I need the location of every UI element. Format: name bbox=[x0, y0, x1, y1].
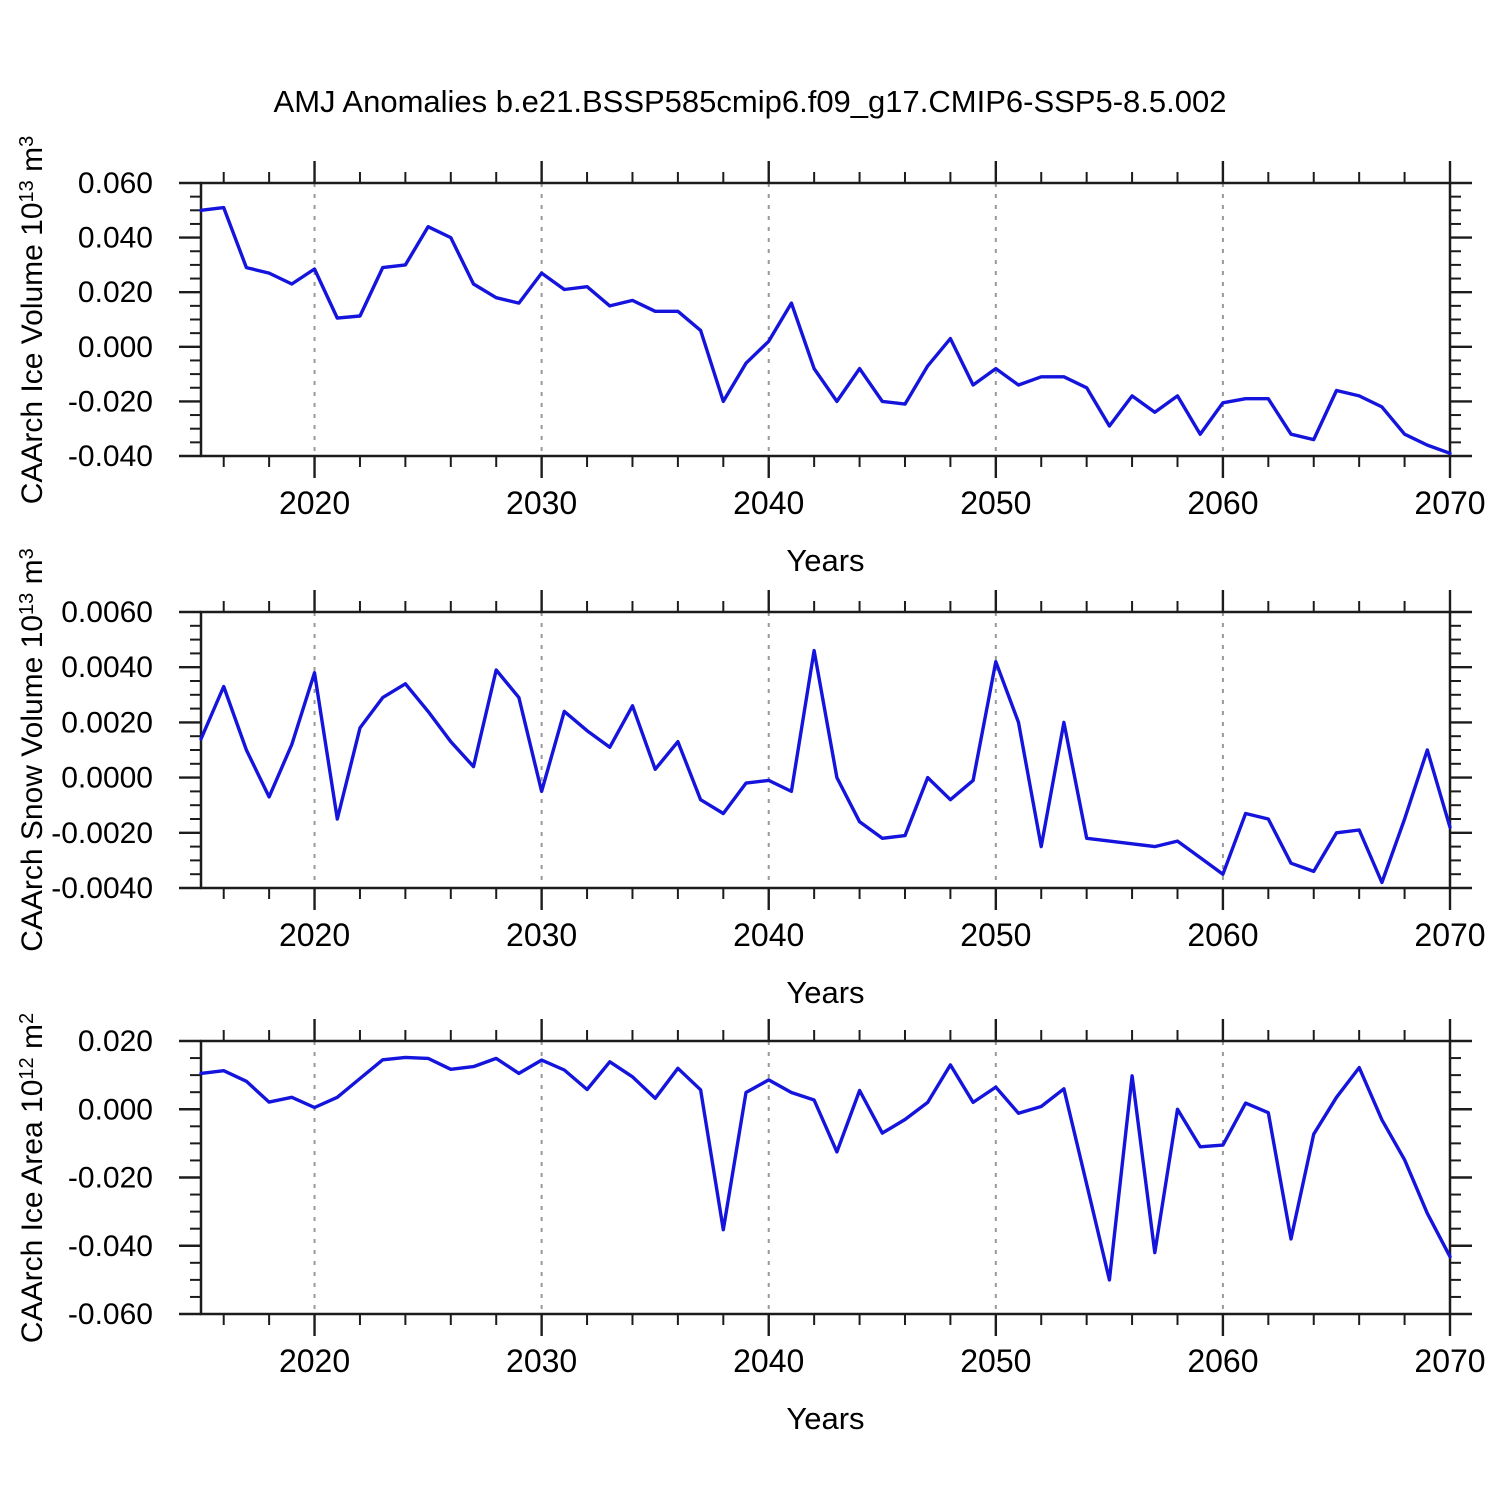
chart-line-ice-area bbox=[199, 1055, 1452, 1282]
ylabel-text: m bbox=[16, 1024, 49, 1058]
x-tick-label: 2020 bbox=[279, 485, 350, 521]
chart-line-ice-volume bbox=[199, 205, 1452, 455]
y-tick-label: 0.000 bbox=[78, 1093, 153, 1126]
x-tick-label: 2070 bbox=[1414, 1343, 1485, 1379]
x-tick-label: 2070 bbox=[1414, 917, 1485, 953]
y-axis-title-ice-area: CAArch Ice Area 1012 m2 bbox=[8, 828, 49, 1500]
x-tick-label: 2030 bbox=[506, 485, 577, 521]
x-tick-label: 2060 bbox=[1187, 1343, 1258, 1379]
x-tick-label: 2040 bbox=[733, 1343, 804, 1379]
ylabel-superscript: 2 bbox=[16, 1012, 38, 1025]
ylabel-superscript: 3 bbox=[16, 548, 38, 560]
y-tick-label: 0.020 bbox=[78, 276, 153, 309]
ylabel-superscript: 13 bbox=[16, 180, 38, 203]
x-tick-label: 2050 bbox=[960, 485, 1031, 521]
y-tick-label: 0.0000 bbox=[61, 762, 153, 795]
panel-snow-volume: 0.0060 0.0040 0.0020 0.0000 -0.0020 -0.0040 20… bbox=[51, 590, 1486, 953]
x-axis-title-panel-3: Years bbox=[786, 1401, 865, 1436]
x-tick-label: 2070 bbox=[1414, 485, 1485, 521]
ylabel-superscript: 13 bbox=[16, 592, 38, 615]
y-tick-label: 0.0060 bbox=[61, 596, 153, 629]
x-tick-label: 2060 bbox=[1187, 485, 1258, 521]
x-tick-label: 2040 bbox=[733, 917, 804, 953]
x-axis-title-panel-1: Years bbox=[786, 543, 865, 578]
y-tick-label: -0.0020 bbox=[51, 817, 153, 850]
x-tick-label: 2030 bbox=[506, 1343, 577, 1379]
x-tick-label: 2020 bbox=[279, 917, 350, 953]
ylabel-superscript: 12 bbox=[16, 1057, 38, 1080]
plot-frame bbox=[199, 1039, 1452, 1316]
y-tick-label: -0.0040 bbox=[51, 872, 153, 905]
y-tick-label: 0.060 bbox=[78, 167, 153, 200]
y-tick-label: 0.040 bbox=[78, 222, 153, 255]
y-tick-label: -0.020 bbox=[68, 1162, 153, 1195]
x-tick-label: 2040 bbox=[733, 485, 804, 521]
y-tick-label: -0.060 bbox=[68, 1298, 153, 1331]
panel-ice-volume: 0.060 0.040 0.020 0.000 -0.020 -0.040 2020 2030… bbox=[68, 161, 1486, 521]
y-tick-label: 0.020 bbox=[78, 1025, 153, 1058]
plot-frame bbox=[199, 181, 1452, 458]
y-tick-label: 0.0020 bbox=[61, 706, 153, 739]
figure-title: AMJ Anomalies b.e21.BSSP585cmip6.f09_g17… bbox=[273, 84, 1227, 119]
ylabel-text: m bbox=[16, 146, 49, 181]
panel-ice-area: 0.020 0.000 -0.020 -0.040 -0.060 2020 2030 2040… bbox=[68, 1019, 1486, 1379]
x-axis-title-panel-2: Years bbox=[786, 975, 865, 1010]
y-tick-label: -0.040 bbox=[68, 1230, 153, 1263]
ylabel-text: CAArch Ice Area 10 bbox=[16, 1079, 49, 1344]
x-tick-label: 2030 bbox=[506, 917, 577, 953]
x-tick-label: 2020 bbox=[279, 1343, 350, 1379]
y-tick-label: 0.000 bbox=[78, 331, 153, 364]
plot-frame bbox=[199, 610, 1452, 890]
ylabel-text: m bbox=[16, 559, 49, 593]
ylabel-superscript: 3 bbox=[16, 135, 38, 147]
chart-line-snow-volume bbox=[199, 648, 1452, 885]
x-tick-label: 2050 bbox=[960, 917, 1031, 953]
y-tick-label: -0.020 bbox=[68, 385, 153, 418]
y-tick-label: 0.0040 bbox=[61, 651, 153, 684]
x-tick-label: 2050 bbox=[960, 1343, 1031, 1379]
x-tick-label: 2060 bbox=[1187, 917, 1258, 953]
y-tick-label: -0.040 bbox=[68, 440, 153, 473]
